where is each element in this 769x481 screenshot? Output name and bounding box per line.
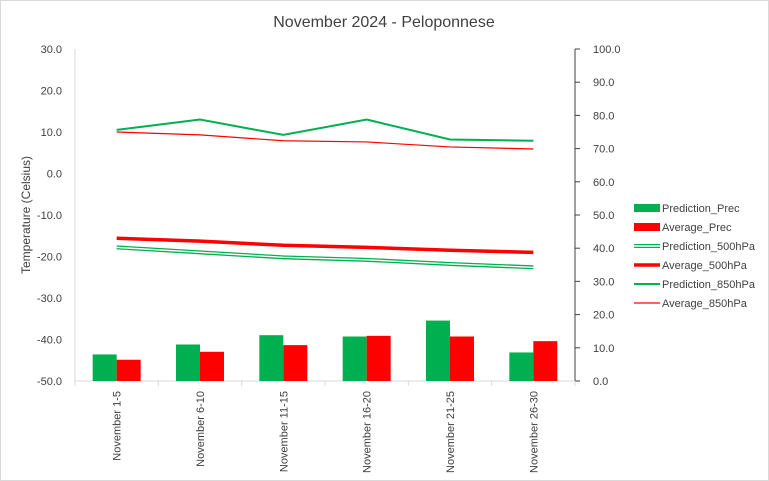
y2-tick-label: 50.0 [593, 210, 614, 222]
x-tick-label: November 26-30 [528, 391, 540, 473]
x-tick-label: November 21-25 [445, 391, 457, 473]
y-tick-label: 30.0 [41, 44, 62, 56]
x-tick-label: November 11-15 [278, 391, 290, 472]
y-tick-label: 10.0 [41, 127, 62, 139]
bar-average-prec [283, 345, 308, 381]
legend-average-850hpa-label: Average_850hPa [662, 298, 748, 310]
legend: Prediction_Prec Average_Prec Prediction_50… [634, 203, 756, 310]
bar-average-prec [200, 351, 224, 381]
y-tick-label: 20.0 [41, 86, 62, 98]
y2-tick-label: 80.0 [593, 110, 614, 122]
y-tick-label: -30.0 [37, 293, 62, 305]
bar-average-prec [116, 359, 141, 381]
plot-area: -50.0 -40.0 -30.0 -20.0 -10.0 0.0 10.0 20.0 30.0… [37, 44, 621, 473]
x-tick-label: November 16-20 [362, 391, 374, 473]
legend-prediction-prec-swatch [634, 204, 660, 212]
bar-prediction-prec [342, 336, 367, 381]
x-tick-label: November 1-5 [112, 391, 124, 461]
y2-tick-label: 90.0 [593, 77, 614, 89]
legend-prediction-850hpa-label: Prediction_850hPa [662, 279, 756, 291]
y-tick-label: -20.0 [37, 252, 62, 264]
bar-prediction-prec [259, 335, 284, 381]
bar-prediction-prec [92, 354, 117, 381]
y-tick-label: -50.0 [37, 376, 62, 388]
legend-average-prec-label: Average_Prec [662, 222, 732, 234]
y2-tick-label: 60.0 [593, 177, 614, 189]
legend-average-prec-swatch [634, 223, 660, 231]
y-tick-label: -10.0 [37, 210, 62, 222]
y2-tick-label: 10.0 [593, 343, 614, 355]
legend-average-500hpa-label: Average_500hPa [662, 260, 748, 272]
line-average-500hpa [116, 236, 534, 255]
y2-tick-label: 70.0 [593, 144, 614, 156]
line-average-850hpa [116, 131, 534, 150]
y-axis-label: Temperature (Celsius) [19, 156, 33, 274]
y-tick-label: -40.0 [37, 335, 62, 347]
legend-prediction-500hpa-label: Prediction_500hPa [662, 241, 756, 253]
y2-tick-label: 100.0 [593, 44, 621, 56]
bar-average-prec [366, 335, 391, 381]
bar-average-prec [450, 336, 474, 381]
chart-title: November 2024 - Peloponnese [273, 14, 495, 31]
y2-tick-label: 0.0 [593, 376, 608, 388]
y-tick-label: 0.0 [47, 169, 62, 181]
bar-prediction-prec [176, 344, 200, 381]
y2-tick-label: 30.0 [593, 276, 614, 288]
legend-prediction-prec-label: Prediction_Prec [662, 203, 740, 215]
y2-tick-label: 40.0 [593, 243, 614, 255]
line-prediction-500hpa-inner [116, 246, 534, 268]
bar-average-prec [533, 341, 558, 381]
line-prediction-850hpa [116, 118, 534, 142]
y2-tick-label: 20.0 [593, 310, 614, 322]
x-tick-label: November 6-10 [195, 391, 207, 467]
bar-prediction-prec [509, 352, 534, 381]
bar-prediction-prec [426, 320, 450, 381]
